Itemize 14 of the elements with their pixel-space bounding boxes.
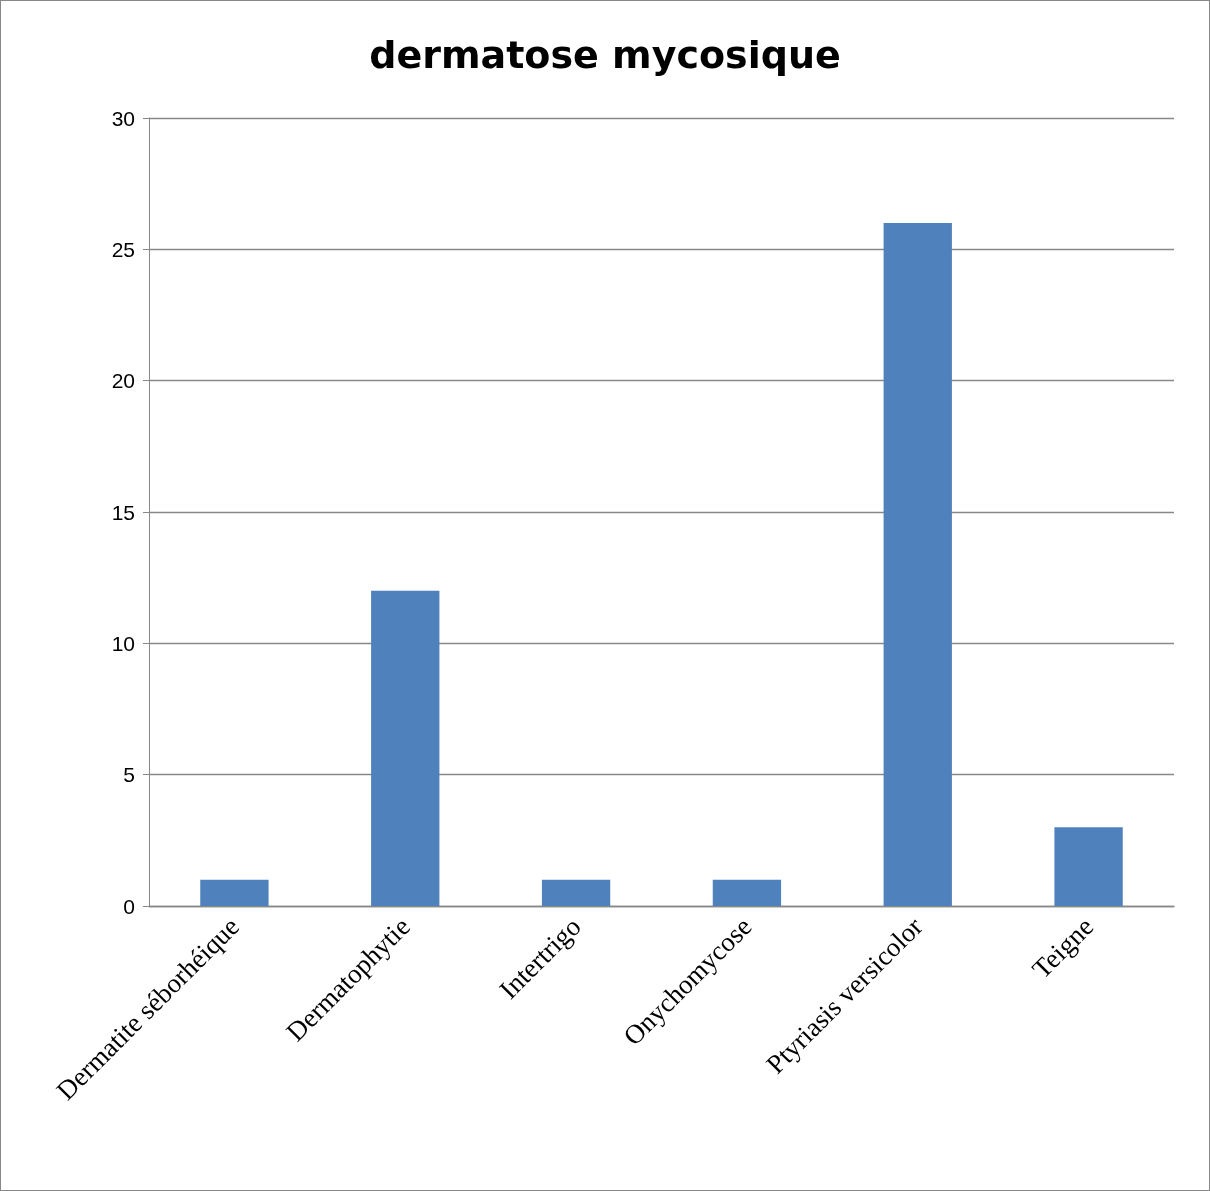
y-tick-label: 10 <box>111 631 135 655</box>
bar <box>883 223 952 906</box>
chart-title: dermatose mycosique <box>369 33 841 77</box>
bar <box>200 879 269 906</box>
y-tick-label: 30 <box>111 106 135 130</box>
bar <box>1054 827 1123 906</box>
bar <box>712 879 782 906</box>
y-tick-label: 5 <box>123 763 135 787</box>
bar <box>371 590 440 906</box>
y-tick-label: 15 <box>111 500 135 524</box>
y-tick-label: 0 <box>123 894 135 918</box>
y-tick-label: 20 <box>111 369 135 393</box>
bar <box>541 879 611 906</box>
y-tick-label: 25 <box>111 237 135 261</box>
